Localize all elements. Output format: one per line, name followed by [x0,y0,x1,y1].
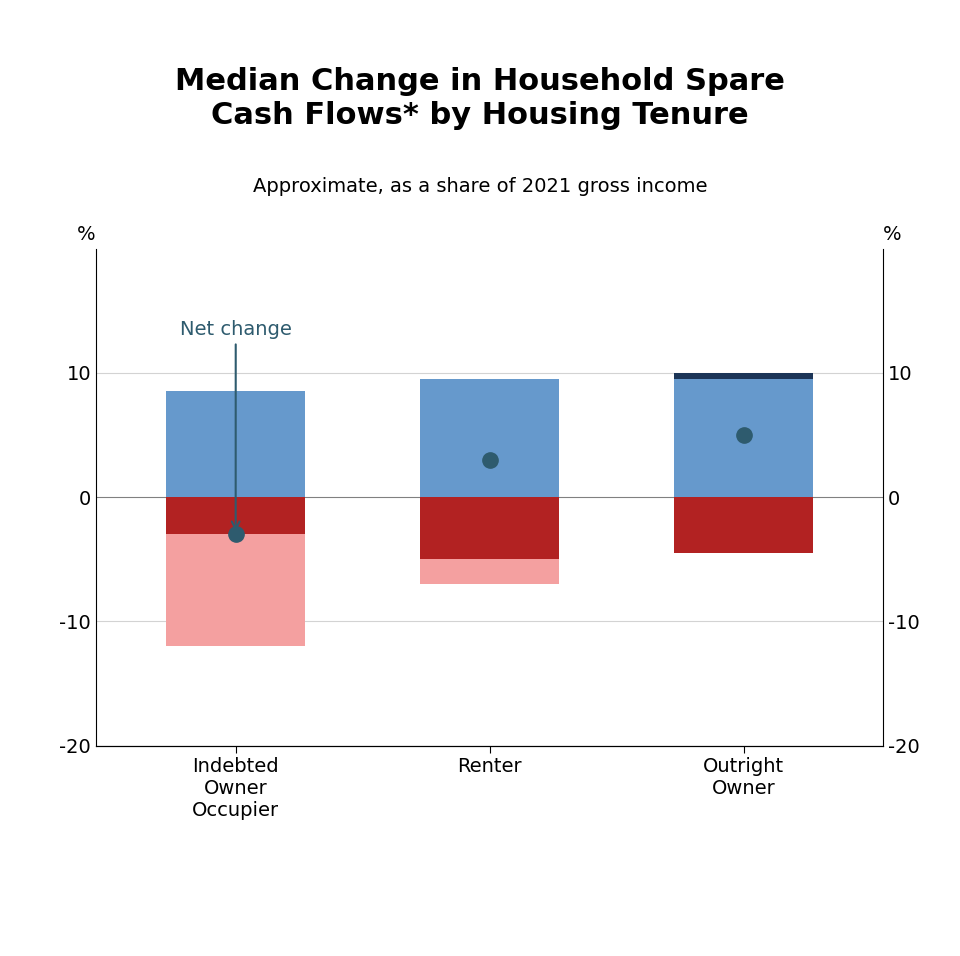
Bar [420,380,560,497]
Bar [674,497,813,553]
Bar [420,497,560,559]
Bar [420,559,560,584]
Text: Net change: Net change [180,320,292,530]
Text: %: % [883,225,901,244]
Bar [674,380,813,497]
Text: Approximate, as a share of 2021 gross income: Approximate, as a share of 2021 gross in… [252,177,708,196]
Text: Median Change in Household Spare
Cash Flows* by Housing Tenure: Median Change in Household Spare Cash Fl… [175,67,785,129]
Bar [166,497,305,534]
Bar [674,373,813,380]
Bar [166,392,305,497]
Text: %: % [78,225,96,244]
Bar [166,534,305,646]
